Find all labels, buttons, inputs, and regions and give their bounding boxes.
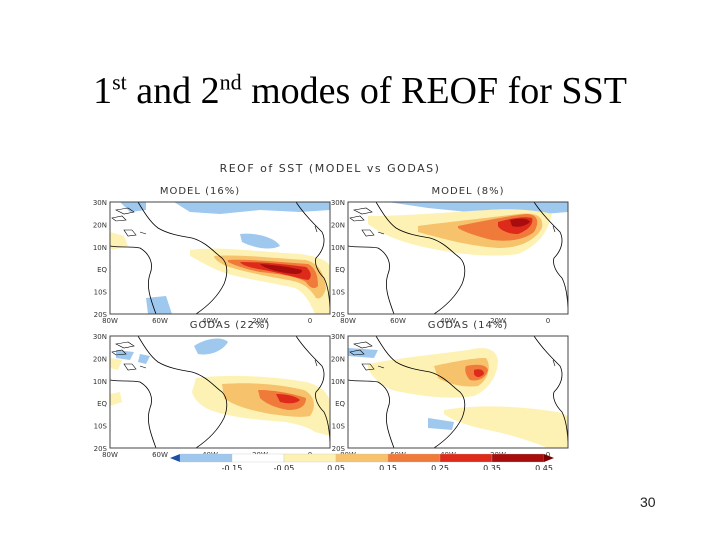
lon-tick-label: 0 <box>546 451 550 459</box>
colorbar-segment <box>179 453 233 463</box>
colorbar-label: 0.05 <box>327 464 345 470</box>
lat-tick-label: 30N <box>93 333 107 341</box>
panel-label: GODAS (14%) <box>428 320 509 331</box>
colorbar-segment <box>491 453 545 463</box>
colorbar-label: 0.15 <box>379 464 397 470</box>
colorbar-segment <box>231 453 285 463</box>
colorbar-segment <box>387 453 441 463</box>
lat-tick-label: 20S <box>332 445 346 453</box>
slide-title: 1st and 2nd modes of REOF for SST <box>93 69 627 112</box>
panel-model-8: MODEL (8%) <box>347 186 569 315</box>
colorbar-segment <box>335 453 389 463</box>
lat-tick-label: 30N <box>93 199 107 207</box>
lat-tick-label: 10N <box>331 244 345 252</box>
colorbar-label: -0.15 <box>222 464 243 470</box>
lon-tick-label: 80W <box>340 317 356 325</box>
panel-model-16: MODEL (16%) <box>109 186 331 315</box>
lat-tick-label: 20N <box>93 355 107 363</box>
colorbar: -0.15-0.050.050.150.250.350.450.55 <box>170 453 554 470</box>
panel-godas-22: GODAS (22%) <box>109 320 331 449</box>
lon-tick-label: 60W <box>390 317 406 325</box>
lat-tick-label: 10S <box>332 289 346 297</box>
lat-tick-label: 30N <box>331 333 345 341</box>
lon-tick-label: 20W <box>252 317 268 325</box>
reof-sst-figure: REOF of SST (MODEL vs GODAS) MODEL (16%)… <box>93 162 569 470</box>
lat-tick-label: 10S <box>94 289 108 297</box>
lat-tick-label: EQ <box>335 266 345 274</box>
lat-tick-label: 20N <box>93 221 107 229</box>
panel-label: MODEL (8%) <box>432 186 505 197</box>
lon-tick-label: 0 <box>546 317 550 325</box>
figure-title: REOF of SST (MODEL vs GODAS) <box>220 162 441 175</box>
lat-tick-label: EQ <box>335 400 345 408</box>
colorbar-label: 0.35 <box>483 464 501 470</box>
lat-tick-label: EQ <box>97 400 107 408</box>
colorbar-segment <box>283 453 337 463</box>
lon-tick-label: 60W <box>152 451 168 459</box>
lon-tick-label: 40W <box>440 317 456 325</box>
lon-tick-label: 80W <box>102 317 118 325</box>
lat-tick-label: 10S <box>332 423 346 431</box>
colorbar-label: 0.45 <box>535 464 553 470</box>
lon-tick-label: 20W <box>490 317 506 325</box>
lat-tick-label: 20S <box>94 445 108 453</box>
panel-label: MODEL (16%) <box>160 186 240 197</box>
lat-tick-label: 10S <box>94 423 108 431</box>
lon-tick-label: 0 <box>308 317 312 325</box>
colorbar-label: 0.25 <box>431 464 449 470</box>
lat-tick-label: 20S <box>94 311 108 319</box>
lat-tick-label: 10N <box>93 244 107 252</box>
lat-tick-label: 10N <box>93 378 107 386</box>
colorbar-label: -0.05 <box>274 464 295 470</box>
lat-tick-label: 20S <box>332 311 346 319</box>
colorbar-arrow-left <box>170 454 180 462</box>
panel-godas-14: GODAS (14%) <box>347 320 569 449</box>
colorbar-arrow-right <box>544 454 554 462</box>
panel-label: GODAS (22%) <box>190 320 271 331</box>
lon-tick-label: 60W <box>152 317 168 325</box>
lat-tick-label: 20N <box>331 221 345 229</box>
lat-tick-label: 20N <box>331 355 345 363</box>
lon-tick-label: 80W <box>102 451 118 459</box>
colorbar-segment <box>439 453 493 463</box>
lat-tick-label: EQ <box>97 266 107 274</box>
page-number: 30 <box>640 494 656 510</box>
lat-tick-label: 30N <box>331 199 345 207</box>
lat-tick-label: 10N <box>331 378 345 386</box>
lon-tick-label: 40W <box>202 317 218 325</box>
